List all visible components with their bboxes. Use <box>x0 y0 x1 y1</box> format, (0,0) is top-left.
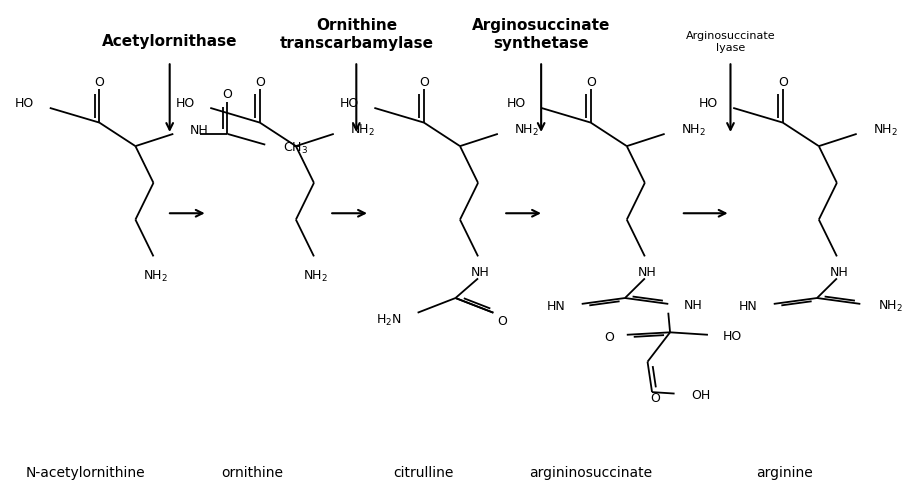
Text: H$_2$N: H$_2$N <box>376 312 401 328</box>
Text: Ornithine
transcarbamylase: Ornithine transcarbamylase <box>279 18 433 50</box>
Text: Acetylornithase: Acetylornithase <box>102 34 237 50</box>
Text: NH$_2$: NH$_2$ <box>514 123 539 138</box>
Text: HO: HO <box>721 330 741 342</box>
Text: O: O <box>777 76 787 89</box>
Text: NH$_2$: NH$_2$ <box>142 268 167 283</box>
Text: O: O <box>222 88 233 101</box>
Text: HO: HO <box>15 98 33 110</box>
Text: O: O <box>497 315 506 328</box>
Text: HO: HO <box>698 98 717 110</box>
Text: NH: NH <box>828 266 847 278</box>
Text: O: O <box>255 76 265 89</box>
Text: O: O <box>604 330 614 344</box>
Text: Arginosuccinate
lyase: Arginosuccinate lyase <box>685 31 775 52</box>
Text: O: O <box>95 76 104 89</box>
Text: argininosuccinate: argininosuccinate <box>528 466 652 480</box>
Text: NH$_2$: NH$_2$ <box>349 123 375 138</box>
Text: N-acetylornithine: N-acetylornithine <box>26 466 145 480</box>
Text: O: O <box>585 76 595 89</box>
Text: NH: NH <box>470 266 489 278</box>
Text: HN: HN <box>738 300 756 314</box>
Text: HO: HO <box>506 98 526 110</box>
Text: ornithine: ornithine <box>221 466 283 480</box>
Text: O: O <box>418 76 428 89</box>
Text: HO: HO <box>176 98 195 110</box>
Text: HO: HO <box>339 98 358 110</box>
Text: NH$_2$: NH$_2$ <box>680 123 705 138</box>
Text: O: O <box>649 392 659 405</box>
Text: Arginosuccinate
synthetase: Arginosuccinate synthetase <box>471 18 609 50</box>
Text: NH$_2$: NH$_2$ <box>878 300 902 314</box>
Text: citrulline: citrulline <box>393 466 454 480</box>
Text: NH$_2$: NH$_2$ <box>303 268 328 283</box>
Text: NH$_2$: NH$_2$ <box>872 123 897 138</box>
Text: CH$_3$: CH$_3$ <box>283 141 308 156</box>
Text: NH: NH <box>189 124 208 138</box>
Text: NH: NH <box>637 266 655 278</box>
Text: HN: HN <box>546 300 565 314</box>
Text: arginine: arginine <box>755 466 812 480</box>
Text: NH: NH <box>683 299 701 312</box>
Text: OH: OH <box>690 388 709 402</box>
